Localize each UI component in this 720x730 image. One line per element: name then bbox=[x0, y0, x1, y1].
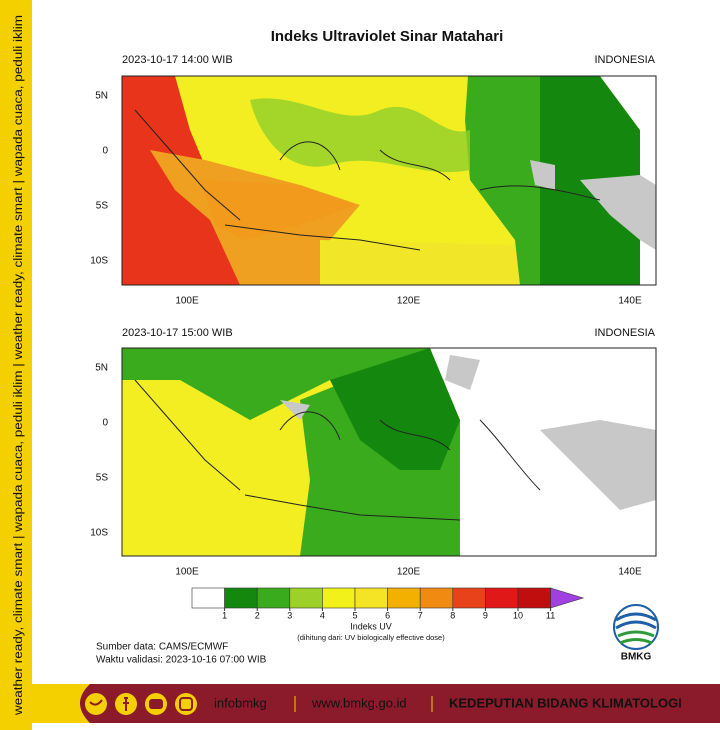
map-frame bbox=[121, 347, 657, 557]
instagram-icon[interactable] bbox=[175, 693, 197, 715]
colorbar-tick-label: 4 bbox=[320, 610, 325, 620]
lat-label: 5S bbox=[96, 201, 109, 212]
colorbar-tick-label: 9 bbox=[483, 610, 488, 620]
lat-label: 0 bbox=[102, 146, 108, 157]
colorbar-box bbox=[224, 587, 258, 609]
colorbar-note: (dihitung dari: UV biologically effectiv… bbox=[297, 633, 445, 642]
side-text: weather ready, climate smart | wapada cu… bbox=[13, 15, 25, 716]
colorbar-box bbox=[387, 587, 421, 609]
colorbar-tick-label: 5 bbox=[352, 610, 357, 620]
colorbar-label: Indeks UV bbox=[350, 621, 392, 631]
uv-map-1500 bbox=[122, 348, 656, 556]
department: KEDEPUTIAN BIDANG KLIMATOLOGI bbox=[449, 695, 682, 710]
title: Indeks Ultraviolet Sinar Matahari bbox=[271, 28, 504, 45]
lat-label: 10S bbox=[90, 256, 108, 267]
colorbar-tick-label: 8 bbox=[450, 610, 455, 620]
colorbar-box bbox=[419, 587, 454, 609]
logo: BMKG bbox=[613, 604, 659, 663]
colorbar-box bbox=[289, 587, 323, 609]
colorbar-arrow bbox=[550, 587, 585, 609]
source: Sumber data: CAMS/ECMWF bbox=[96, 642, 228, 653]
colorbar-box bbox=[452, 587, 486, 609]
lat-label: 0 bbox=[102, 418, 108, 429]
lon-label: 120E bbox=[397, 296, 421, 307]
colorbar-tick-label: 7 bbox=[418, 610, 423, 620]
panel-region: INDONESIA bbox=[594, 54, 655, 66]
lon-label: 100E bbox=[175, 296, 199, 307]
colorbar-tick-label: 6 bbox=[385, 610, 390, 620]
lon-label: 120E bbox=[397, 567, 421, 578]
colorbar-box bbox=[322, 587, 356, 609]
colorbar-box bbox=[354, 587, 388, 609]
lat-label: 10S bbox=[90, 528, 108, 539]
colorbar-box bbox=[191, 587, 225, 609]
social-handle[interactable]: infobmkg bbox=[214, 695, 267, 710]
lat-label: 5S bbox=[96, 473, 109, 484]
colorbar-tick-label: 2 bbox=[255, 610, 260, 620]
lon-label: 140E bbox=[618, 296, 642, 307]
colorbar: 1 2 3 4 5 6 7 8 9 10 11 bbox=[191, 587, 585, 620]
side-strip bbox=[0, 0, 32, 730]
panel-time: 2023-10-17 15:00 WIB bbox=[122, 327, 233, 339]
colorbar-box bbox=[517, 587, 551, 609]
website[interactable]: www.bmkg.go.id bbox=[311, 695, 407, 710]
colorbar-tick-label: 1 bbox=[222, 610, 227, 620]
uv-map-1400 bbox=[122, 76, 656, 285]
lat-label: 5N bbox=[95, 91, 108, 102]
logo-text: BMKG bbox=[621, 652, 652, 663]
footer: infobmkg www.bmkg.go.id KEDEPUTIAN BIDAN… bbox=[30, 684, 720, 723]
colorbar-box bbox=[256, 587, 291, 609]
colorbar-tick-label: 10 bbox=[513, 610, 523, 620]
map-frame bbox=[121, 75, 657, 286]
panel-region: INDONESIA bbox=[594, 327, 655, 339]
colorbar-tick-label: 11 bbox=[546, 610, 555, 620]
validity: Waktu validasi: 2023-10-16 07:00 WIB bbox=[96, 655, 267, 666]
lat-label: 5N bbox=[95, 363, 108, 374]
lon-label: 140E bbox=[618, 567, 642, 578]
colorbar-tick-label: 3 bbox=[287, 610, 292, 620]
lon-label: 100E bbox=[175, 567, 199, 578]
colorbar-box bbox=[485, 587, 519, 609]
panel-time: 2023-10-17 14:00 WIB bbox=[122, 54, 233, 66]
